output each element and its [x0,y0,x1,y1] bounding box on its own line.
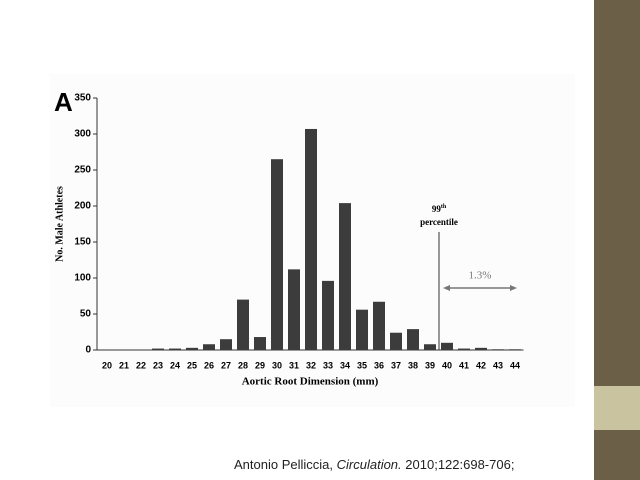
y-tick-label: 300 [74,129,91,140]
citation-journal: Circulation. [337,457,402,472]
bar [424,344,436,350]
percentile-suffix: th [441,204,447,210]
bar [203,344,215,350]
bar [441,342,453,350]
x-axis-label: Aortic Root Dimension (mm) [242,376,379,388]
y-tick-label: 0 [85,345,91,356]
bar [152,348,164,350]
x-tick-label: 31 [289,360,299,370]
x-tick-label: 20 [102,360,112,370]
bar [186,347,198,350]
y-tick-label: 200 [74,201,91,212]
x-tick-label: 38 [408,360,418,370]
x-tick-label: 36 [374,360,384,370]
x-tick-label: 34 [340,360,350,370]
x-tick-label: 40 [442,360,452,370]
x-tick-label: 44 [510,360,520,370]
bar [509,349,521,350]
bar [305,128,317,350]
citation-ref: 2010;122:698-706; [405,457,514,472]
arrow-head [443,285,450,291]
percentile-label: 99th [432,204,447,214]
x-tick-label: 42 [476,360,486,370]
x-tick-label: 21 [119,360,129,370]
x-tick-label: 27 [221,360,231,370]
bar [458,348,470,350]
x-tick-label: 28 [238,360,248,370]
x-tick-label: 26 [204,360,214,370]
panel-label: A [54,87,73,117]
bar [373,301,385,350]
bar [169,348,181,350]
share-label: 1.3% [469,270,492,282]
bar [475,347,487,350]
bar [356,309,368,350]
x-tick-label: 30 [272,360,282,370]
y-axis-label: No. Male Athletes [54,186,65,262]
x-tick-label: 33 [323,360,333,370]
sidebar-band [594,386,640,430]
x-tick-label: 43 [493,360,503,370]
y-tick-label: 350 [74,93,91,104]
x-tick-label: 41 [459,360,469,370]
y-tick-label: 100 [74,273,91,284]
y-tick-label: 150 [74,237,91,248]
citation-author: Antonio Pelliccia, [234,457,333,472]
bar [271,159,283,350]
x-tick-label: 37 [391,360,401,370]
x-tick-label: 25 [187,360,197,370]
x-tick-label: 39 [425,360,435,370]
percentile-text: percentile [420,217,458,227]
bar [322,280,334,350]
x-tick-label: 22 [136,360,146,370]
bar [288,269,300,350]
bar [254,337,266,350]
bar [220,339,232,350]
citation: Antonio Pelliccia, Circulation. 2010;122… [234,457,514,472]
x-tick-label: 32 [306,360,316,370]
bar [492,349,504,350]
bar [390,332,402,350]
x-tick-label: 35 [357,360,367,370]
x-tick-label: 23 [153,360,163,370]
arrow-head [510,285,517,291]
percentile-number: 99 [432,204,442,214]
y-tick-label: 250 [74,165,91,176]
x-tick-label: 29 [255,360,265,370]
bar [339,203,351,350]
bar [237,299,249,350]
bar [407,329,419,350]
y-tick-label: 50 [80,309,92,320]
x-tick-label: 24 [170,360,180,370]
